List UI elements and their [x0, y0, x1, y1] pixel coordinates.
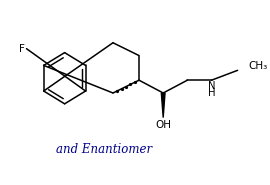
Text: N: N	[208, 81, 215, 91]
Polygon shape	[161, 93, 165, 118]
Text: F: F	[19, 44, 25, 54]
Text: OH: OH	[155, 120, 171, 130]
Text: H: H	[208, 88, 215, 98]
Text: and Enantiomer: and Enantiomer	[56, 143, 152, 156]
Text: CH₃: CH₃	[249, 61, 268, 71]
